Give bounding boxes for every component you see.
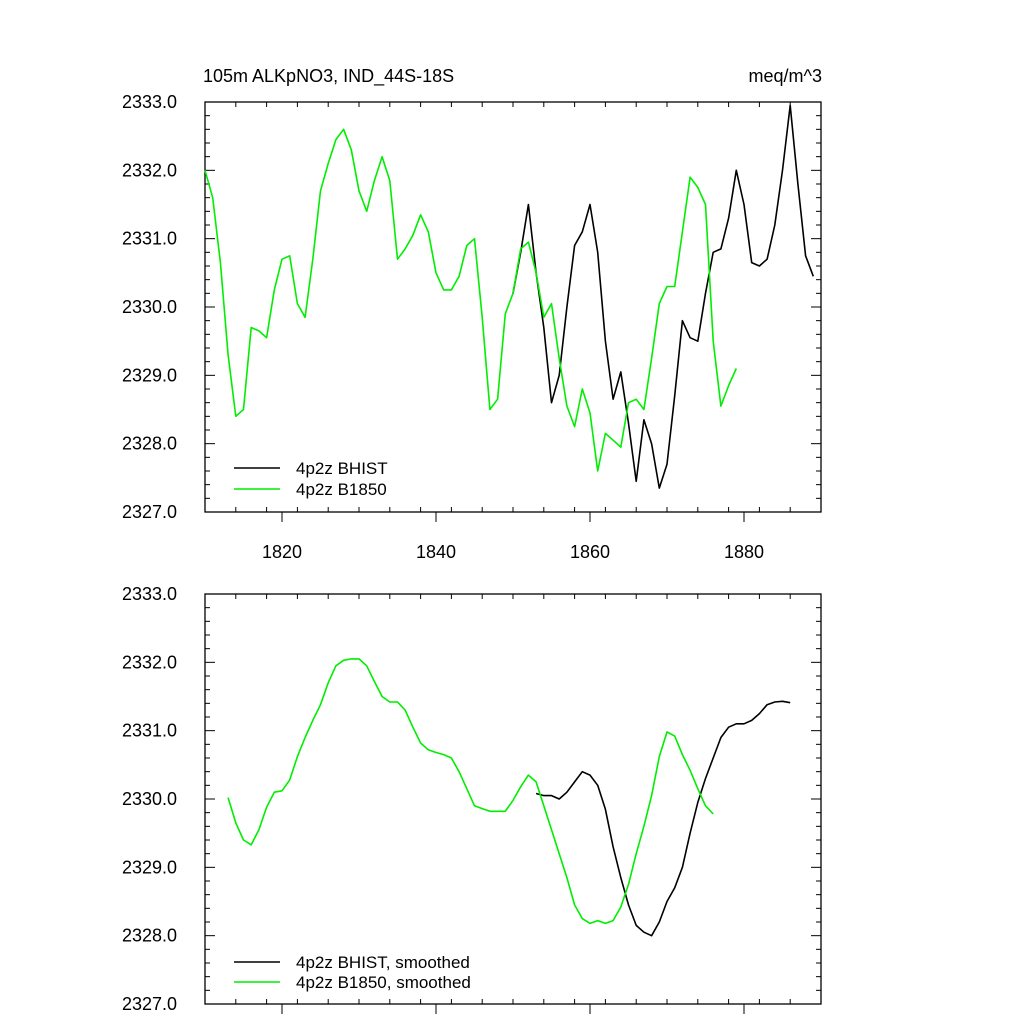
- top-ytick-label: 2332.0: [122, 160, 177, 180]
- top-panel: 105m ALKpNO3, IND_44S-18S meq/m^3 2327.0…: [122, 66, 822, 562]
- top-legend-label-b1850: 4p2z B1850: [296, 480, 387, 499]
- top-legend-label-bhist: 4p2z BHIST: [296, 459, 388, 478]
- top-y-axis: 2327.0 2328.0 2329.0 2330.0 2331.0 2332.0 2333…: [122, 92, 821, 522]
- top-legend: 4p2z BHIST 4p2z B1850: [234, 459, 388, 499]
- top-ytick-label: 2329.0: [122, 365, 177, 385]
- top-xtick-label: 1840: [416, 542, 456, 562]
- top-series-line-b1850: [204, 128, 738, 472]
- top-ytick-label: 2331.0: [122, 229, 177, 249]
- bottom-ytick-label: 2327.0: [122, 994, 177, 1014]
- bottom-ytick-label: 2333.0: [122, 584, 177, 604]
- bottom-ytick-label: 2328.0: [122, 926, 177, 946]
- bottom-series-group: [227, 658, 791, 937]
- bottom-legend: 4p2z BHIST, smoothed 4p2z B1850, smoothe…: [234, 953, 471, 992]
- top-ytick-label: 2327.0: [122, 502, 177, 522]
- top-xtick-label: 1860: [570, 542, 610, 562]
- bottom-panel: 2327.0 2328.0 2329.0 2330.0 2331.0 2332.0 2333…: [122, 584, 822, 1014]
- top-plot-frame: [204, 101, 822, 513]
- top-ytick-label: 2330.0: [122, 297, 177, 317]
- bottom-ytick-label: 2331.0: [122, 721, 177, 741]
- bottom-series-line-b1850: [227, 658, 714, 925]
- top-ytick-label: 2333.0: [122, 92, 177, 112]
- top-chart-title: 105m ALKpNO3, IND_44S-18S: [203, 66, 454, 87]
- top-series-group: [204, 104, 815, 489]
- top-ytick-label: 2328.0: [122, 434, 177, 454]
- bottom-ytick-label: 2330.0: [122, 789, 177, 809]
- bottom-series-line-bhist: [535, 700, 791, 937]
- top-xtick-label: 1820: [262, 542, 302, 562]
- top-chart-units: meq/m^3: [749, 66, 822, 86]
- bottom-ytick-label: 2332.0: [122, 652, 177, 672]
- bottom-y-axis: 2327.0 2328.0 2329.0 2330.0 2331.0 2332.0 2333…: [122, 584, 821, 1014]
- top-x-axis: 1820 1840 1860 1880: [235, 102, 791, 562]
- top-series-line-bhist: [512, 104, 815, 489]
- bottom-ytick-label: 2329.0: [122, 857, 177, 877]
- bottom-x-axis: [235, 594, 791, 1014]
- bottom-legend-label-b1850: 4p2z B1850, smoothed: [296, 973, 471, 992]
- top-xtick-label: 1880: [724, 542, 764, 562]
- bottom-legend-label-bhist: 4p2z BHIST, smoothed: [296, 953, 470, 972]
